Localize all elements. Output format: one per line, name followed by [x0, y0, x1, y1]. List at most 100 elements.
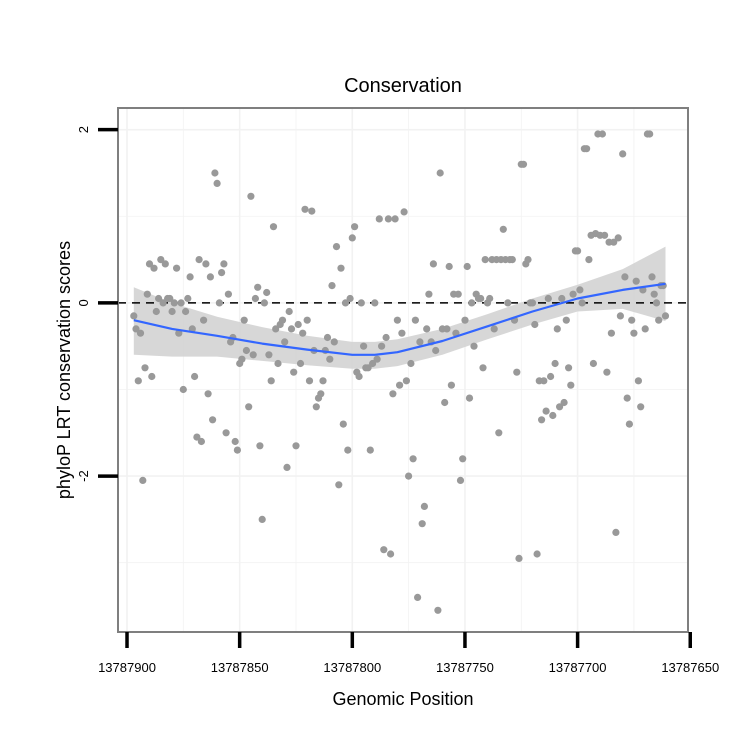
- data-point: [371, 299, 379, 307]
- data-point: [346, 294, 354, 303]
- data-point: [418, 520, 426, 528]
- data-point: [459, 455, 467, 463]
- data-point: [299, 329, 307, 337]
- data-point: [247, 192, 255, 200]
- data-point: [240, 316, 248, 324]
- x-axis-label: Genomic Position: [332, 689, 473, 709]
- data-point: [396, 381, 404, 389]
- y-axis-label: phyloP LRT conservation scores: [54, 241, 74, 499]
- data-point: [562, 316, 570, 324]
- data-point: [213, 179, 221, 187]
- data-point: [337, 264, 345, 272]
- data-point: [630, 329, 638, 337]
- x-tick-label: 13787850: [211, 660, 269, 675]
- data-point: [341, 299, 350, 307]
- data-point: [544, 294, 552, 303]
- data-point: [305, 377, 314, 385]
- data-point: [547, 372, 555, 381]
- data-point: [623, 394, 631, 402]
- data-point: [150, 264, 158, 272]
- data-point: [463, 262, 471, 271]
- data-point: [382, 333, 390, 342]
- data-point: [143, 290, 151, 298]
- data-point: [193, 433, 201, 441]
- data-point: [175, 329, 183, 337]
- data-point: [400, 208, 408, 216]
- data-point: [655, 316, 663, 324]
- data-point: [533, 550, 541, 558]
- data-point: [330, 338, 338, 346]
- data-point: [432, 346, 440, 355]
- data-point: [157, 256, 165, 264]
- data-point: [441, 398, 449, 407]
- data-point: [145, 260, 154, 268]
- data-point: [326, 355, 334, 363]
- data-point: [159, 299, 167, 307]
- data-point: [429, 260, 437, 268]
- data-point: [209, 416, 217, 424]
- x-tick-label: 13787900: [98, 660, 156, 675]
- x-tick-label: 13787700: [549, 660, 607, 675]
- data-point: [391, 215, 399, 223]
- data-point: [303, 316, 311, 324]
- data-point: [583, 145, 591, 153]
- data-point: [637, 403, 645, 411]
- data-point: [200, 316, 208, 324]
- data-point: [621, 273, 629, 281]
- data-point: [389, 390, 397, 398]
- data-point: [360, 342, 368, 350]
- data-point: [134, 377, 142, 385]
- data-point: [355, 372, 363, 381]
- data-point: [332, 243, 341, 251]
- data-point: [603, 368, 611, 376]
- data-point: [182, 307, 190, 316]
- data-point: [490, 325, 498, 333]
- data-point: [650, 290, 658, 298]
- data-point: [197, 437, 205, 446]
- data-point: [294, 320, 302, 329]
- data-point: [634, 377, 643, 385]
- data-point: [152, 307, 160, 316]
- data-point: [292, 442, 300, 450]
- data-point: [632, 277, 640, 285]
- data-point: [508, 256, 516, 264]
- data-point: [574, 247, 582, 255]
- data-point: [565, 364, 573, 372]
- data-point: [551, 359, 559, 368]
- data-point: [405, 472, 413, 480]
- data-point: [589, 359, 598, 368]
- data-point: [148, 372, 156, 381]
- data-point: [256, 442, 264, 450]
- data-point: [290, 368, 298, 376]
- data-point: [402, 377, 410, 385]
- data-point: [319, 377, 327, 385]
- data-point: [409, 455, 417, 463]
- data-point: [202, 260, 210, 268]
- data-point: [242, 346, 250, 355]
- data-point: [265, 351, 273, 359]
- data-point: [335, 481, 343, 489]
- data-point: [569, 290, 577, 298]
- data-point: [495, 429, 503, 437]
- data-point: [369, 359, 377, 368]
- data-point: [344, 446, 352, 454]
- data-point: [211, 169, 219, 177]
- data-point: [204, 390, 212, 398]
- data-point: [607, 329, 616, 337]
- data-point: [224, 290, 232, 298]
- data-point: [249, 351, 257, 359]
- data-point: [328, 282, 336, 290]
- data-point: [499, 225, 507, 233]
- data-point: [519, 160, 528, 168]
- data-point: [195, 256, 203, 264]
- data-point: [578, 299, 586, 307]
- data-point: [456, 476, 465, 484]
- data-point: [479, 364, 487, 372]
- data-point: [296, 359, 305, 368]
- data-point: [231, 437, 239, 446]
- data-point: [414, 593, 422, 602]
- data-point: [661, 312, 670, 320]
